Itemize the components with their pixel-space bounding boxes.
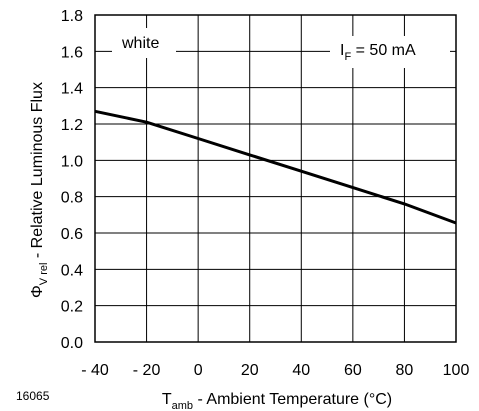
condition-box [330, 36, 450, 68]
condition-subscript: F [344, 51, 351, 63]
y-tick-label: 0.4 [61, 262, 83, 279]
y-tick-label: 1.4 [61, 81, 83, 98]
y-tick-label: 1.6 [61, 44, 83, 61]
series-group [94, 109, 457, 225]
plot-frame [94, 14, 457, 343]
y-axis-text: - Relative Luminous Flux [29, 82, 46, 263]
y-tick-label: 1.8 [61, 8, 83, 25]
x-tick-label: - 20 [133, 362, 161, 379]
x-axis-label: Tamb - Ambient Temperature (°C) [162, 391, 392, 411]
y-tick-label: 0.2 [61, 299, 83, 316]
y-tick-label: 0.0 [61, 335, 83, 352]
x-tick-label: 100 [443, 362, 470, 379]
x-tick-label: 60 [344, 362, 362, 379]
condition-symbol: I [340, 42, 344, 59]
x-tick-label: 0 [194, 362, 203, 379]
y-tick-label: 1.2 [61, 117, 83, 134]
series-label-white: white [121, 35, 159, 52]
y-axis-subscript: V rel [38, 263, 50, 286]
y-tick-label: 0.8 [61, 190, 83, 207]
condition-label: IF = 50 mA [340, 42, 416, 63]
y-tick-label: 0.6 [61, 226, 83, 243]
x-tick-label: 20 [241, 362, 259, 379]
figure-number: 16065 [16, 389, 50, 403]
x-axis-symbol: T [162, 391, 172, 408]
x-axis-subscript: amb [172, 400, 193, 411]
x-tick-label: - 40 [81, 362, 109, 379]
x-tick-label: 40 [292, 362, 310, 379]
condition-text: = 50 mA [351, 42, 416, 59]
y-axis-symbol: Φ [29, 285, 46, 298]
series-label-box [112, 28, 176, 58]
x-tick-label: 80 [396, 362, 414, 379]
y-tick-label: 1.0 [61, 153, 83, 170]
x-tick-labels: - 40 - 20 0 20 40 60 80 100 [81, 362, 469, 379]
x-axis-text: - Ambient Temperature (°C) [193, 391, 392, 408]
y-axis-label: ΦV rel - Relative Luminous Flux [29, 82, 50, 298]
y-tick-labels: 0.0 0.2 0.4 0.6 0.8 1.0 1.2 1.4 1.6 1.8 [61, 8, 83, 352]
series-line-white [94, 109, 457, 225]
